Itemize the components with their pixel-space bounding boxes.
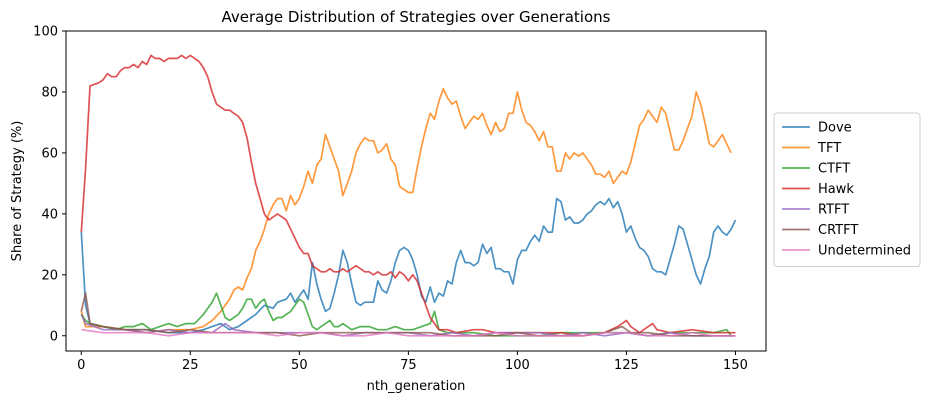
legend-box (773, 112, 921, 267)
y-axis-title: Share of Strategy (%) (10, 121, 25, 262)
plot-frame (65, 30, 767, 352)
y-tick-label: 0 (50, 329, 58, 344)
legend-label-undetermined: Undetermined (818, 244, 911, 259)
y-tick-label: 80 (41, 85, 58, 100)
legend-label-ctft: CTFT (818, 162, 850, 177)
y-tick-label: 20 (41, 268, 58, 283)
x-tick-label: 0 (77, 358, 85, 373)
legend-label-crtft: CRTFT (818, 223, 858, 238)
x-axis-title: nth_generation (367, 379, 466, 394)
y-tick-label: 40 (41, 207, 58, 222)
series-line-hawk (80, 54, 736, 337)
x-tick-label: 50 (291, 358, 308, 373)
y-tick-label: 60 (41, 146, 58, 161)
series-line-undetermined (81, 328, 736, 337)
legend-label-dove: Dove (818, 121, 852, 136)
x-tick-label: 125 (614, 358, 639, 373)
x-tick-label: 25 (182, 358, 199, 373)
y-tick-label: 100 (33, 25, 58, 40)
legend-label-hawk: Hawk (818, 182, 854, 197)
x-tick-label: 75 (400, 358, 417, 373)
legend: Dove TFT CTFT Hawk RTFT CRTFT Undetermined (773, 112, 921, 267)
x-axis: 0 25 50 75 100 125 150 (77, 351, 748, 373)
x-tick-label: 150 (723, 358, 748, 373)
series-line-crtft (80, 292, 736, 337)
series-line-tft (80, 88, 732, 334)
x-tick-label: 100 (505, 358, 530, 373)
y-axis: 0 20 40 60 80 100 (33, 25, 66, 344)
series-line-dove (80, 197, 737, 334)
legend-label-rtft: RTFT (818, 203, 849, 218)
chart-title: Average Distribution of Strategies over … (222, 8, 611, 26)
legend-label-tft: TFT (817, 141, 841, 156)
plot-area (65, 30, 767, 352)
